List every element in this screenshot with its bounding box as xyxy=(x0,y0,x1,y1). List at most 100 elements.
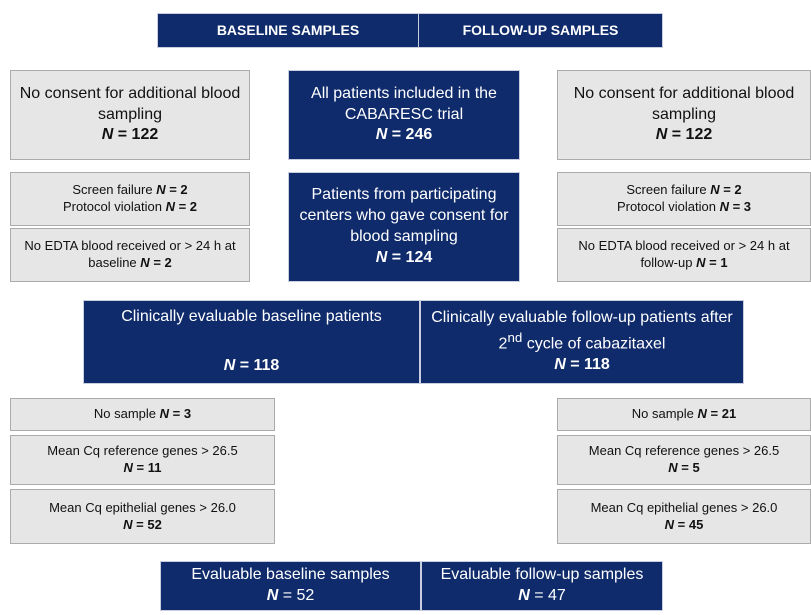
label: Screen failure xyxy=(626,182,707,198)
exclusion-box: Screen failure N = 2 Protocol violation … xyxy=(557,172,811,226)
exclusion-line: Screen failure N = 2 xyxy=(72,182,187,199)
n-value: = 3 xyxy=(732,199,752,214)
n-symbol: N xyxy=(664,516,675,532)
line: No sample N = 3 xyxy=(94,406,191,423)
line: N = 45 xyxy=(665,517,704,534)
n-symbol: N xyxy=(375,248,388,266)
exclusion-line: Screen failure N = 2 xyxy=(626,182,741,199)
n-value: = 21 xyxy=(710,406,737,422)
n-symbol: N xyxy=(159,406,170,422)
n-symbol: N xyxy=(655,126,668,144)
n-value: = 3 xyxy=(172,406,192,422)
box-text: No consent for additional blood sampling xyxy=(19,84,241,123)
n-symbol: N xyxy=(554,356,566,374)
n-value: = 45 xyxy=(677,516,704,532)
n-value: = 2 xyxy=(723,182,742,198)
n-symbol: N xyxy=(518,587,530,604)
n-value: = 2 xyxy=(169,182,188,198)
n-value: = 124 xyxy=(391,248,433,266)
n-value: = 5 xyxy=(681,460,700,475)
n-symbol: N xyxy=(710,182,720,198)
n-value: = 1 xyxy=(709,255,728,270)
n-value: = 118 xyxy=(570,356,610,374)
exclusion-line: Protocol violation N = 3 xyxy=(617,199,751,216)
n-value: = 47 xyxy=(534,587,566,604)
label: Protocol violation xyxy=(616,199,716,214)
n-symbol: N xyxy=(165,199,175,214)
header-text: FOLLOW-UP SAMPLES xyxy=(462,22,619,39)
label: Screen failure xyxy=(72,182,153,198)
label: Mean Cq epithelial genes > 26.0 xyxy=(590,499,778,515)
count: N = 118 xyxy=(554,355,610,376)
box-text: Clinically evaluable baseline patients xyxy=(121,308,382,325)
header-followup: FOLLOW-UP SAMPLES xyxy=(418,13,663,48)
text: Clinically evaluable follow-up patients … xyxy=(431,309,733,353)
n-symbol: N xyxy=(156,182,166,198)
label: No sample xyxy=(93,406,157,422)
header-text: BASELINE SAMPLES xyxy=(216,22,360,39)
edta-box: No EDTA blood received or > 24 h at base… xyxy=(10,228,250,282)
count: N = 124 xyxy=(376,248,433,269)
box-text: Evaluable follow-up samples xyxy=(440,566,644,584)
label: Mean Cq epithelial genes > 26.0 xyxy=(49,499,236,515)
n-symbol: N xyxy=(266,587,279,604)
no-consent-box: No consent for additional blood sampling… xyxy=(557,70,811,160)
line: N = 5 xyxy=(668,460,699,477)
n-symbol: N xyxy=(696,255,706,270)
sample-exclusion-box: Mean Cq epithelial genes > 26.0 N = 45 xyxy=(557,489,811,544)
sample-exclusion-box: No sample N = 3 xyxy=(10,398,275,431)
n-symbol: N xyxy=(123,460,133,475)
exclusion-box: Screen failure N = 2 Protocol violation … xyxy=(10,172,250,226)
n-symbol: N xyxy=(375,126,388,144)
count: N = 122 xyxy=(102,125,159,146)
n-value: = 246 xyxy=(391,126,433,144)
line: N = 11 xyxy=(124,460,162,477)
count: N = 122 xyxy=(656,125,713,146)
evaluable-patients-box: Clinically evaluable baseline patients N… xyxy=(83,300,420,384)
count: N = 52 xyxy=(267,586,315,607)
no-consent-box: No consent for additional blood sampling… xyxy=(10,70,250,160)
n-symbol: N xyxy=(101,126,114,144)
n-symbol: N xyxy=(668,460,678,475)
n-value: = 122 xyxy=(671,126,713,144)
sample-exclusion-box: No sample N = 21 xyxy=(557,398,811,431)
edta-line: No EDTA blood received or > 24 h at foll… xyxy=(564,238,804,272)
evaluable-samples-box: Evaluable baseline samples N = 52 xyxy=(160,561,421,611)
consent-box: Patients from participating centers who … xyxy=(288,172,520,282)
n-value: = 52 xyxy=(136,516,162,532)
count: N = 118 xyxy=(224,356,280,377)
all-patients-box: All patients included in the CABARESC tr… xyxy=(288,70,520,160)
sample-exclusion-box: Mean Cq reference genes > 26.5 N = 11 xyxy=(10,435,275,485)
n-value: = 118 xyxy=(239,357,280,375)
line: N = 52 xyxy=(123,517,162,534)
superscript: nd xyxy=(507,329,523,345)
label: Mean Cq reference genes > 26.5 xyxy=(588,443,780,459)
count: N = 47 xyxy=(518,586,566,607)
n-symbol: N xyxy=(719,199,729,214)
box-text: All patients included in the CABARESC tr… xyxy=(311,84,497,123)
label: No sample xyxy=(631,406,694,422)
sample-exclusion-box: Mean Cq epithelial genes > 26.0 N = 52 xyxy=(10,489,275,544)
sample-exclusion-box: Mean Cq reference genes > 26.5 N = 5 xyxy=(557,435,811,485)
label: Protocol violation xyxy=(62,199,162,214)
count: N = 246 xyxy=(376,125,433,146)
n-value: = 2 xyxy=(153,255,172,270)
n-value: = 11 xyxy=(136,460,162,475)
label: No EDTA blood received or > 24 h at base… xyxy=(24,238,236,270)
n-symbol: N xyxy=(140,255,150,270)
n-value: = 52 xyxy=(282,587,315,604)
evaluable-samples-box: Evaluable follow-up samples N = 47 xyxy=(421,561,663,611)
header-baseline: BASELINE SAMPLES xyxy=(157,13,419,48)
box-text: Clinically evaluable follow-up patients … xyxy=(427,308,737,355)
n-value: = 122 xyxy=(117,126,159,144)
edta-line: No EDTA blood received or > 24 h at base… xyxy=(17,238,243,272)
label: No EDTA blood received or > 24 h at foll… xyxy=(578,238,790,270)
line: No sample N = 21 xyxy=(632,406,736,423)
box-text: Evaluable baseline samples xyxy=(191,566,390,584)
evaluable-patients-box: Clinically evaluable follow-up patients … xyxy=(420,300,744,384)
text: cycle of cabazitaxel xyxy=(526,335,666,353)
label: Mean Cq reference genes > 26.5 xyxy=(47,443,238,459)
n-symbol: N xyxy=(223,357,236,375)
edta-box: No EDTA blood received or > 24 h at foll… xyxy=(557,228,811,282)
